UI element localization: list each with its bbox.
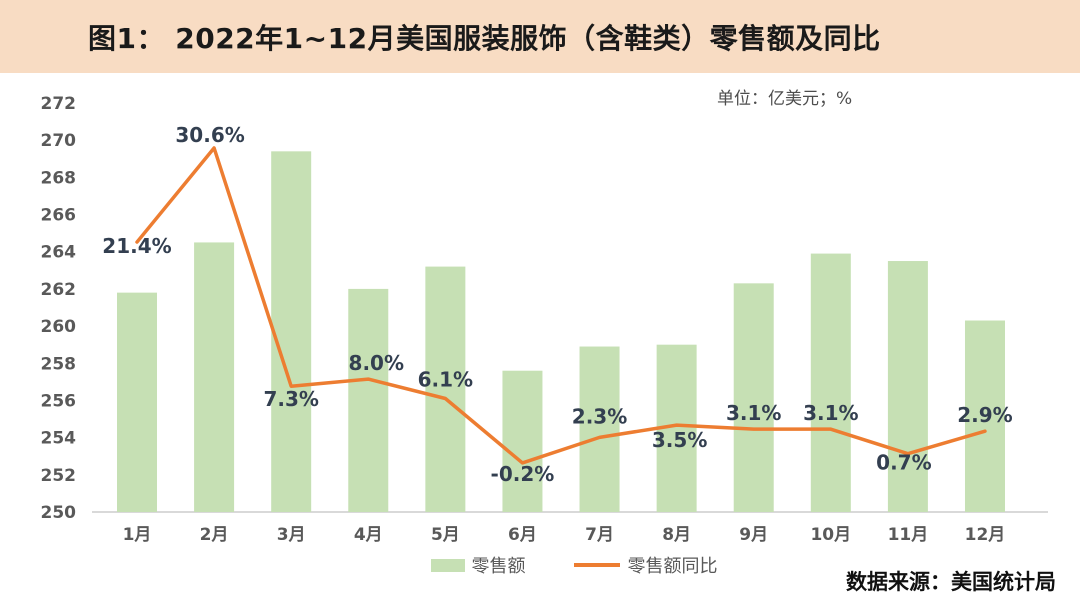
yoy-point-label: 3.1% <box>726 401 781 425</box>
bar-7月 <box>579 346 620 512</box>
bar-12月 <box>964 320 1005 512</box>
yoy-point-label: 21.4% <box>102 234 171 258</box>
yoy-point-label: 3.5% <box>652 428 707 452</box>
x-axis-label: 7月 <box>585 525 614 545</box>
figure-header: 图1： 2022年1~12月美国服装服饰（含鞋类）零售额及同比 <box>0 0 1080 73</box>
bar-9月 <box>733 283 774 512</box>
line-legend-swatch <box>573 563 620 567</box>
y-axis-label: 268 <box>41 168 77 188</box>
x-axis-label: 11月 <box>888 525 929 545</box>
bar-5月 <box>425 266 466 512</box>
bar-1月 <box>117 292 157 512</box>
x-axis-label: 12月 <box>965 525 1006 545</box>
bar-6月 <box>502 370 543 512</box>
yoy-point-label: 0.7% <box>876 451 931 475</box>
legend-item-line: 零售额同比 <box>573 552 718 578</box>
y-axis-label: 264 <box>41 243 77 263</box>
y-axis-label: 262 <box>41 280 77 300</box>
bar-10月 <box>810 253 851 512</box>
y-axis-label: 250 <box>41 503 77 523</box>
yoy-point-label: 30.6% <box>175 123 244 147</box>
bar-2月 <box>194 242 235 512</box>
y-axis-label: 260 <box>41 317 77 337</box>
x-axis-label: 5月 <box>431 525 460 545</box>
yoy-point-label: 2.3% <box>572 404 627 428</box>
x-axis-label: 6月 <box>508 525 537 545</box>
bar-legend-label: 零售额 <box>471 556 526 577</box>
figure-title: 图1： 2022年1~12月美国服装服饰（含鞋类）零售额及同比 <box>88 21 881 55</box>
line-legend-label: 零售额同比 <box>627 556 718 577</box>
x-axis-label: 2月 <box>200 525 229 545</box>
yoy-line <box>135 146 987 465</box>
y-axis-label: 258 <box>41 354 77 374</box>
x-axis-label: 9月 <box>739 525 768 545</box>
y-axis-label: 272 <box>41 94 77 114</box>
yoy-point-label: 3.1% <box>803 401 858 425</box>
yoy-point-label: 7.3% <box>263 387 318 411</box>
x-axis-label: 8月 <box>662 525 691 545</box>
yoy-point-label: -0.2% <box>491 462 555 486</box>
yoy-point-label: 6.1% <box>418 368 473 392</box>
y-axis-label: 254 <box>41 429 77 449</box>
y-axis-label: 270 <box>41 131 77 151</box>
y-axis-label: 252 <box>41 466 77 486</box>
bar-4月 <box>348 288 389 512</box>
x-axis-label: 3月 <box>277 525 306 545</box>
chart-plot: 272 270 268 266 264 262 260 258 256 254 252 250 1月 2月… <box>41 94 1048 545</box>
unit-label: 单位：亿美元；% <box>717 89 853 109</box>
bar-3月 <box>271 151 312 512</box>
yoy-point-label: 2.9% <box>957 403 1012 427</box>
legend-item-bar: 零售额 <box>430 552 526 578</box>
yoy-point-label: 8.0% <box>349 351 404 375</box>
bar-legend-swatch <box>430 558 465 572</box>
bar-11月 <box>887 261 928 512</box>
chart-legend: 零售额 零售额同比 <box>34 552 1080 578</box>
x-axis-label: 1月 <box>123 525 152 545</box>
y-axis-label: 256 <box>41 391 77 411</box>
data-source: 数据来源：美国统计局 <box>846 570 1056 594</box>
x-axis-label: 10月 <box>810 525 851 545</box>
x-axis-label: 4月 <box>354 525 383 545</box>
y-axis-label: 266 <box>41 206 77 226</box>
